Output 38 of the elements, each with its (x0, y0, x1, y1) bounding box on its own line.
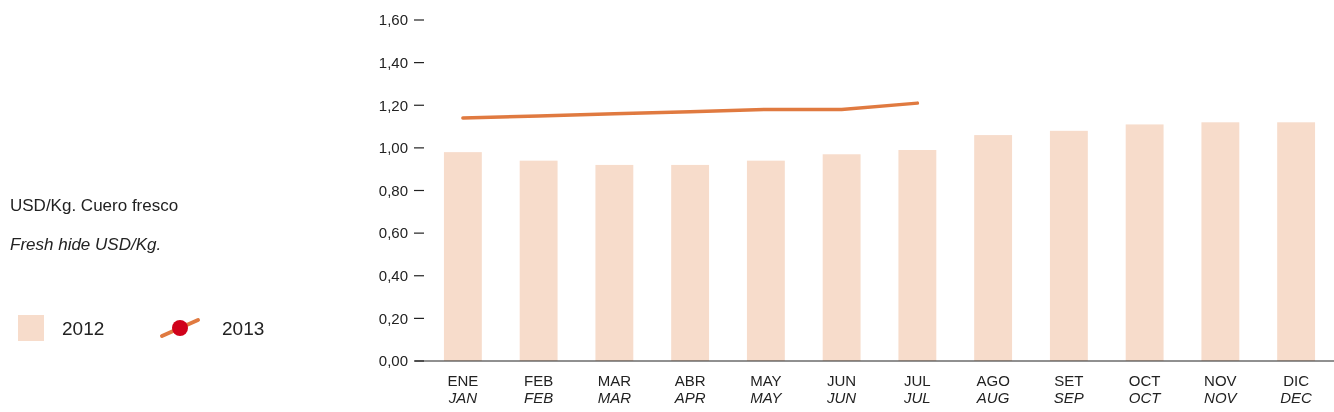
x-tick-label: FEB FEB (524, 372, 554, 406)
x-tick-label: SET SEP (1053, 372, 1084, 406)
bar (519, 160, 558, 361)
y-tick-label: 1,40 (378, 53, 408, 71)
x-tick-label: OCT OCT (1128, 372, 1163, 406)
bar (1201, 122, 1240, 361)
bar (898, 150, 937, 361)
bar (671, 164, 710, 361)
bar (746, 160, 785, 361)
x-tick-label: MAR MAR (597, 372, 632, 406)
bar (443, 152, 482, 361)
text: Fresh hide USD/Kg. (10, 235, 162, 254)
bar (1049, 130, 1088, 361)
x-tick-label: AGO AUG (975, 372, 1010, 406)
y-tick-label: 1,20 (378, 96, 408, 114)
bar (1277, 122, 1316, 361)
y-tick-label: 0,80 (378, 181, 408, 199)
x-tick-label: MAY MAY (750, 372, 783, 406)
bar (822, 154, 861, 361)
line-series (461, 101, 920, 120)
bar (1125, 124, 1164, 361)
y-tick-label: 1,00 (378, 139, 408, 157)
y-tick-label: 0,40 (378, 267, 408, 284)
y-tick-label: 0,20 (378, 309, 408, 327)
y-tick-label: 0,00 (378, 352, 408, 370)
x-tick-label: ABR APR (673, 372, 706, 406)
x-tick-label: JUL JUL (903, 372, 931, 406)
legend-label: 2013 (222, 317, 265, 339)
x-tick-label: DIC DEC (1280, 372, 1313, 406)
x-tick-label: ENE JAN (447, 372, 479, 406)
bar (974, 135, 1013, 361)
x-tick-label: NOV NOV (1204, 372, 1239, 406)
x-tick-label: JUN JUN (826, 372, 857, 406)
text: USD/Kg. Cuero fresco (10, 196, 179, 215)
y-tick-label: 1,60 (378, 11, 408, 29)
legend-label: 2012 (62, 317, 105, 339)
bar (595, 164, 634, 361)
y-tick-label: 0,60 (378, 224, 408, 242)
